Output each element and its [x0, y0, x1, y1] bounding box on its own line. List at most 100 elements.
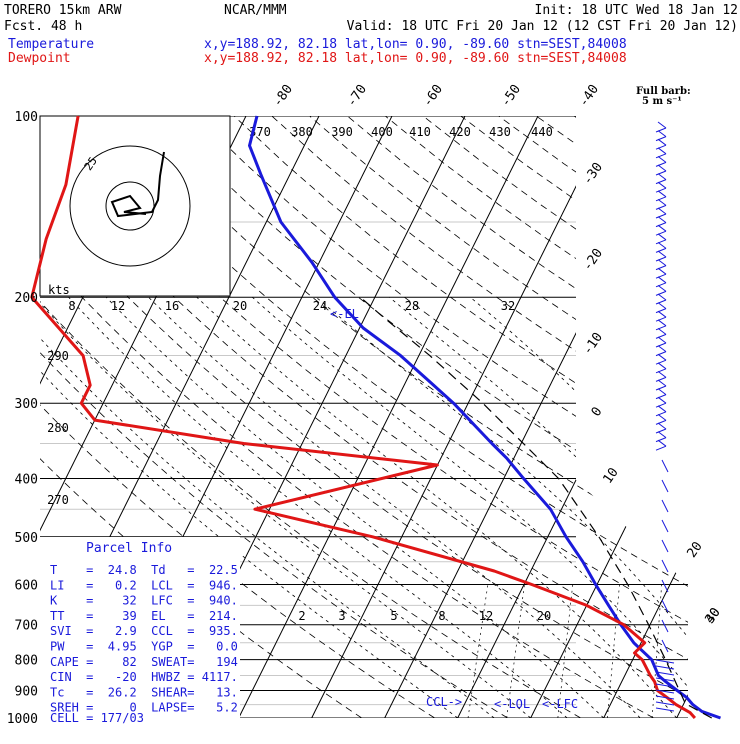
model-title: TORERO 15km ARW [4, 3, 122, 18]
wind-barb-flag [656, 274, 666, 278]
parcel-row: LI = 0.2 LCL = 946. [50, 578, 238, 592]
wind-barb-staff [662, 480, 668, 492]
wind-barb-staff [658, 234, 666, 240]
wind-barb-staff [658, 277, 666, 283]
theta-e-label: 430 [489, 125, 511, 139]
wind-barb-staff [662, 600, 668, 612]
wind-barb-staff [658, 199, 666, 205]
parcel-trace-line [360, 297, 711, 718]
mixing-ratio-line [711, 584, 717, 718]
wind-barb-flag [656, 266, 666, 270]
init-time: Init: 18 UTC Wed 18 Jan 12 [535, 3, 739, 18]
parcel-row: SVI = 2.9 CCL = 935. [50, 624, 238, 638]
pressure-tick-label: 900 [15, 684, 38, 699]
wind-barb-staff [658, 122, 666, 128]
wind-barb-flag [656, 360, 666, 364]
wind-barb-staff [658, 363, 666, 369]
isotherm-label: 40 [702, 605, 723, 626]
wind-barb-staff [662, 540, 668, 552]
wind-barb-flag [656, 231, 666, 235]
dry-adiabat-line [347, 116, 740, 718]
wind-barb-flag [656, 343, 666, 347]
wind-barb-staff [658, 440, 666, 446]
el-annotation: <-EL [330, 307, 359, 321]
theta-e-label: 410 [409, 125, 431, 139]
wind-barb-flag [656, 162, 666, 166]
dry-adiabat-line [612, 116, 740, 718]
wind-barb-staff [658, 285, 666, 291]
theta-e-label: 440 [531, 125, 553, 139]
wind-barb-flag [656, 248, 666, 252]
parcel-cell: CELL = 177/03 [50, 711, 144, 725]
pressure-tick-label: 700 [15, 619, 38, 634]
wind-barb-flag [656, 317, 666, 321]
isotherm-line [677, 116, 740, 718]
wind-barb-staff [658, 260, 666, 266]
wind-barb-staff [658, 311, 666, 317]
wind-barb-staff [658, 380, 666, 386]
parcel-table: T = 24.8 Td = 22.5LI = 0.2 LCL = 946.K =… [50, 563, 238, 715]
theta-label: 290 [47, 349, 69, 363]
mixing-ratio-label: 20 [537, 609, 551, 623]
theta-label: 280 [47, 421, 69, 435]
dewpoint-legend: Dewpoint [8, 51, 71, 66]
wind-barb-staff [662, 460, 668, 472]
wind-barb-staff [658, 320, 666, 326]
wind-barb-staff [658, 397, 666, 403]
wind-barb-staff [658, 268, 666, 274]
wind-barb-staff [658, 354, 666, 360]
valid-time: Valid: 18 UTC Fri 20 Jan 12 (12 CST Fri … [347, 19, 738, 34]
moist-adiabat-line [316, 297, 740, 718]
isotherm-label: 10 [600, 465, 621, 486]
wind-barb-flag [656, 214, 666, 218]
theta-e-label: 380 [291, 125, 313, 139]
wind-barb-flag [656, 403, 666, 407]
mixing-ratio-label: 28 [405, 299, 419, 313]
hodograph-kts-label: kts [48, 283, 70, 297]
moist-adiabat-line [197, 297, 677, 718]
wind-barb-staff [662, 640, 668, 652]
wind-barb-staff [658, 303, 666, 309]
wind-barb-staff [658, 371, 666, 377]
wind-barb-staff [662, 520, 668, 532]
wind-barb-staff [658, 156, 666, 162]
wind-barb-staff [658, 251, 666, 257]
dry-adiabat-line [423, 116, 740, 718]
temperature-legend: Temperature [8, 37, 94, 52]
wind-barb-staff [658, 432, 666, 438]
wind-barb-flag [656, 386, 666, 390]
wind-barb-flag [656, 137, 666, 141]
pressure-tick-label: 300 [15, 397, 38, 412]
mixing-ratio-line [468, 584, 488, 718]
mixing-ratio-label: 5 [390, 609, 397, 623]
dry-adiabat-line [385, 116, 740, 718]
wind-barb-flag [656, 223, 666, 227]
wind-barb-staff [658, 131, 666, 137]
wind-barb-staff [658, 182, 666, 188]
mixing-ratio-label: 20 [233, 299, 247, 313]
wind-barb-flag [656, 257, 666, 261]
wind-barb-staff [658, 165, 666, 171]
wind-barb-staff [658, 423, 666, 429]
isotherm-line [531, 116, 740, 718]
isotherm-label: -50 [498, 82, 524, 110]
isotherm-label: 20 [684, 539, 705, 560]
wind-barb-staff [658, 217, 666, 223]
dry-adiabat-line [159, 116, 740, 718]
wind-barb-staff [662, 560, 668, 572]
wind-barb-staff [658, 414, 666, 420]
wind-barb-flag [656, 377, 666, 381]
theta-e-label: 400 [371, 125, 393, 139]
forecast-hour: Fcst. 48 h [4, 19, 82, 34]
wind-barb-flag [656, 180, 666, 184]
wind-barb-flag [656, 197, 666, 201]
wind-barb-flag [656, 438, 666, 442]
wind-barb-flag [656, 429, 666, 433]
wind-barb-flag [656, 300, 666, 304]
wind-barb-flag [656, 369, 666, 373]
dewpoint-location: x,y=188.92, 82.18 lat,lon= 0.90, -89.60 … [204, 51, 627, 66]
parcel-title: Parcel Info [86, 541, 172, 556]
moist-adiabat-line [389, 297, 740, 718]
wind-barb-flag [656, 352, 666, 356]
